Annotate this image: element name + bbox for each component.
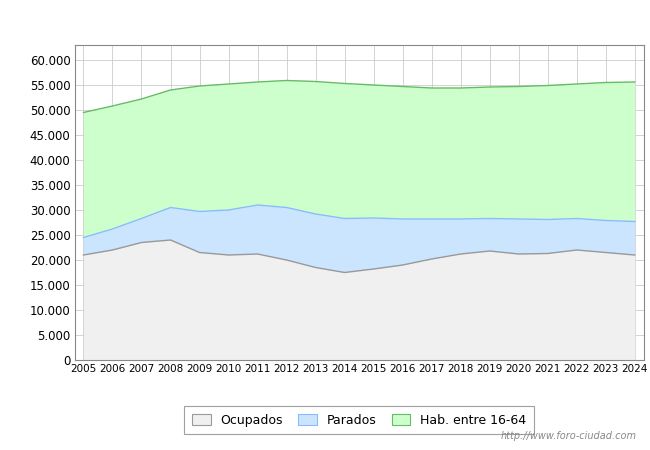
Legend: Ocupados, Parados, Hab. entre 16-64: Ocupados, Parados, Hab. entre 16-64 <box>185 406 534 434</box>
Text: Torrent - Evolucion de la poblacion en edad de Trabajar Mayo de 2024: Torrent - Evolucion de la poblacion en e… <box>69 11 581 26</box>
Text: http://www.foro-ciudad.com: http://www.foro-ciudad.com <box>501 431 637 441</box>
